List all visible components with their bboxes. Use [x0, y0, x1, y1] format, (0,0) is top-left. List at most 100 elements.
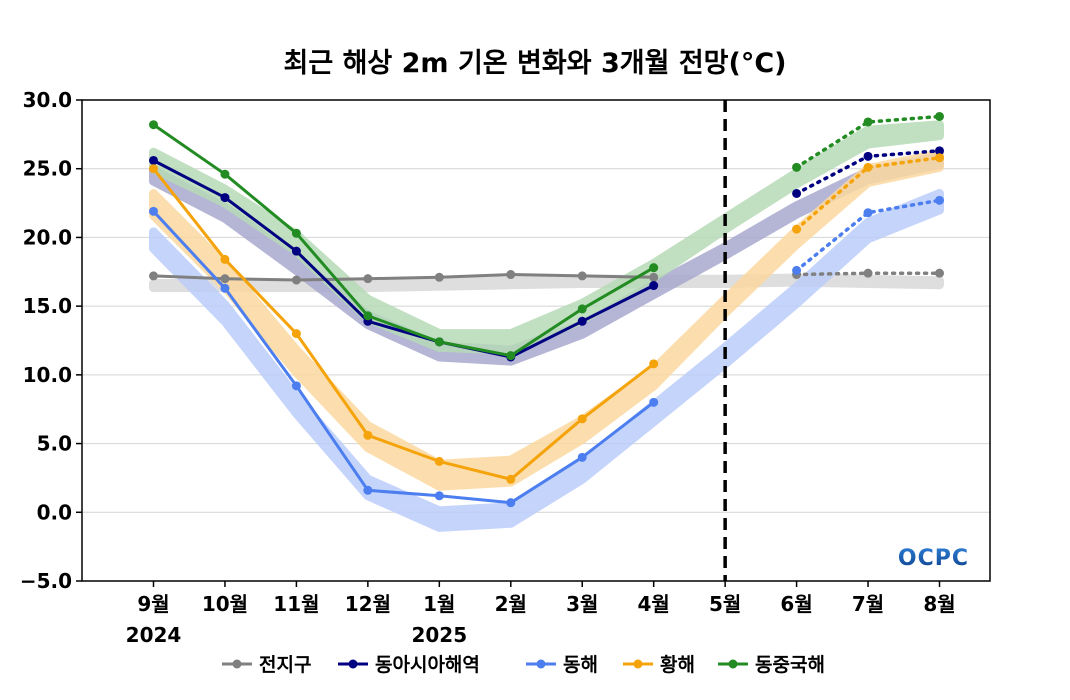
logo-mark: OCPC: [898, 546, 969, 571]
observed-point: [506, 498, 516, 508]
x-tick-label: 11월: [273, 592, 319, 616]
observed-point: [649, 272, 659, 282]
x-tick-label: 2월: [495, 592, 527, 616]
ocpc-logo: OCPC: [898, 546, 969, 571]
x-tick-label: 5월: [709, 592, 741, 616]
legend-item: 동중국해: [718, 654, 825, 676]
x-year-label: 2025: [411, 623, 467, 647]
observed-point: [291, 381, 301, 391]
observed-point: [649, 359, 659, 369]
chart-title: 최근 해상 2m 기온 변화와 3개월 전망(°C): [283, 48, 786, 79]
legend-item: 동해: [526, 654, 598, 676]
observed-point: [434, 337, 444, 347]
observed-point: [149, 206, 158, 216]
legend-item: 동아시아해역: [338, 654, 480, 676]
observed-point: [649, 397, 659, 407]
legend-label: 동아시아해역: [375, 654, 480, 676]
observed-point: [577, 316, 587, 326]
observed-point: [363, 430, 373, 440]
legend-marker: [536, 659, 546, 669]
x-tick-label: 12월: [345, 592, 391, 616]
x-tick-label: 10월: [202, 592, 248, 616]
x-tick-label: 9월: [137, 592, 169, 616]
observed-point: [149, 271, 158, 281]
forecast-point: [863, 151, 873, 161]
observed-point: [363, 274, 373, 284]
observed-point: [149, 155, 158, 165]
legend-label: 동중국해: [755, 654, 825, 676]
observed-point: [220, 254, 230, 264]
observed-point: [434, 456, 444, 466]
observed-line: [152, 210, 655, 505]
legend-label: 전지구: [259, 654, 311, 676]
observed-line: [153, 273, 654, 282]
legend-marker: [348, 659, 358, 669]
observed-point: [220, 169, 230, 179]
observed-point: [149, 164, 158, 174]
legend: 전지구 동아시아해역 동해 황해 동중국해: [222, 653, 825, 676]
forecast-point: [863, 162, 873, 172]
forecast-point: [935, 195, 944, 205]
observed-point: [291, 228, 301, 238]
x-year-label: 2024: [126, 623, 182, 647]
legend-item: 전지구: [222, 654, 311, 676]
legend-marker: [232, 659, 242, 669]
forecast-point: [863, 208, 873, 218]
logo-text: OCPC: [898, 546, 969, 571]
observed-line: [152, 167, 655, 481]
observed-point: [649, 263, 659, 273]
y-tick-label: −5.0: [20, 569, 72, 593]
forecast-point: [935, 111, 944, 121]
y-tick-label: 30.0: [23, 88, 72, 112]
forecast-point: [792, 188, 802, 198]
y-tick-label: 10.0: [23, 363, 72, 387]
climatology-band-layer: [149, 120, 944, 532]
observed-point: [291, 275, 301, 285]
y-tick-label: 5.0: [37, 432, 72, 456]
observed-point: [220, 283, 230, 293]
forecast-point: [863, 117, 873, 127]
legend-label: 황해: [660, 653, 695, 676]
series-point-layer: [149, 111, 944, 508]
observed-point: [291, 246, 301, 256]
forecast-point: [863, 268, 873, 278]
observed-point: [506, 474, 516, 484]
observed-point: [577, 271, 587, 281]
observed-point: [363, 311, 373, 321]
axis-layer: 30.0 25.0 20.0 15.0 10.0 5.0 0.0 −5.0 9월 10월 11월 12…: [20, 88, 956, 647]
observed-point: [291, 329, 301, 339]
y-tick-label: 20.0: [23, 225, 72, 249]
forecast-point: [935, 146, 944, 156]
x-tick-label: 4월: [638, 592, 670, 616]
observed-point: [434, 272, 444, 282]
forecast-point: [792, 265, 802, 275]
legend-label: 동해: [563, 654, 598, 676]
observed-line: [152, 123, 655, 358]
observed-point: [506, 351, 516, 361]
x-tick-label: 6월: [780, 592, 812, 616]
x-tick-label: 1월: [423, 592, 455, 616]
forecast-line: [794, 198, 942, 273]
observed-point: [220, 274, 230, 284]
observed-point: [577, 304, 587, 314]
observed-point: [434, 491, 444, 501]
y-tick-label: 25.0: [23, 157, 72, 181]
climatology-band: [149, 189, 944, 532]
observed-point: [363, 485, 373, 495]
observed-point: [149, 120, 158, 130]
y-tick-label: 15.0: [23, 294, 72, 318]
y-tick-label: 0.0: [37, 500, 72, 524]
forecast-point: [792, 224, 802, 234]
legend-marker: [633, 659, 643, 669]
observed-point: [506, 270, 516, 280]
observed-line: [152, 159, 655, 359]
legend-item: 황해: [623, 653, 695, 676]
x-tick-label: 7월: [852, 592, 884, 616]
legend-marker: [728, 659, 738, 669]
plot-frame: [81, 99, 991, 582]
observed-point: [577, 452, 587, 462]
x-tick-label: 8월: [923, 592, 955, 616]
x-tick-label: 3월: [566, 592, 598, 616]
